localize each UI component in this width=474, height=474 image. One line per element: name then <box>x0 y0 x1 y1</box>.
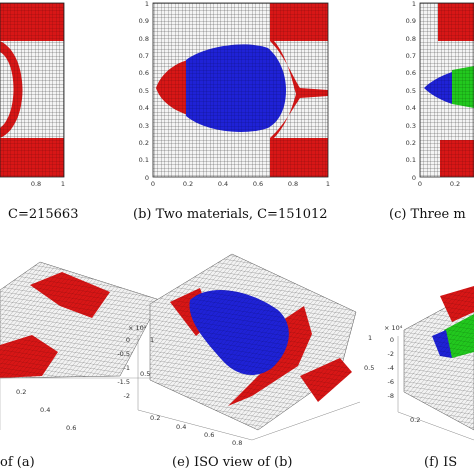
panel-d-tick: 0.2 <box>16 388 26 396</box>
panel-d-red-wing-top <box>30 272 110 318</box>
panel-b-ytick: 0.2 <box>139 139 149 147</box>
panel-f-blue-cap <box>432 330 452 358</box>
panel-c-xtick: 0 <box>418 180 422 188</box>
panel-b-xtick: 0.8 <box>288 180 298 188</box>
panel-b-xtick: 0.4 <box>218 180 228 188</box>
panel-e-xtick: 0.6 <box>204 431 214 439</box>
panel-e-xtick: 0.4 <box>176 423 186 431</box>
panel-b-blue-body <box>186 44 286 132</box>
panel-f-ztick: -2 <box>388 350 394 358</box>
caption-d: of (a) <box>0 455 35 470</box>
panel-c-ytick: 0.2 <box>406 139 416 147</box>
panel-e-xtick: 0.2 <box>150 414 160 422</box>
panel-b-ytick: 0.7 <box>139 52 149 60</box>
panel-b-ytick: 0.3 <box>139 122 149 130</box>
panel-f-plot: × 10⁴ 0 -2 -4 -6 -8 0.2 <box>384 286 474 441</box>
panel-c-top-red-band <box>438 3 474 41</box>
panel-b-yticks: 1 0.9 0.8 0.7 0.6 0.5 0.4 0.3 0.2 0.1 0 <box>139 0 149 182</box>
panel-c-ytick: 0.3 <box>406 122 416 130</box>
panel-c-green-body <box>452 66 474 108</box>
panel-b-top-right-red <box>270 3 328 41</box>
panel-b-xtick: 1 <box>326 180 330 188</box>
panel-a-arc <box>0 41 23 138</box>
panel-d-tick: 0.6 <box>66 424 76 432</box>
panel-d-tick: 0.5 <box>140 370 150 378</box>
panel-a-xticks: 0.8 1 <box>31 180 65 188</box>
panel-e-blue-body <box>189 289 289 375</box>
panel-b-ytick: 0.8 <box>139 35 149 43</box>
panel-a-plot <box>0 2 65 178</box>
panel-c-yticks: 1 0.9 0.8 0.7 0.6 0.5 0.4 0.3 0.2 0.1 0 <box>406 0 416 182</box>
panel-f-multiplier: × 10⁴ <box>384 324 403 332</box>
panel-b-ytick: 0.6 <box>139 69 149 77</box>
panel-c-ytick: 0.5 <box>406 87 416 95</box>
caption-a: C=215663 <box>8 207 79 222</box>
panel-b-plot <box>152 2 329 178</box>
panel-e-ztick: -2 <box>124 392 130 400</box>
panel-b-ytick: 0.5 <box>139 87 149 95</box>
panel-e-xticks: 0.2 0.4 0.6 0.8 <box>150 414 242 447</box>
panel-d-red-wing-bottom <box>0 335 58 378</box>
panel-e-xtick: 0.8 <box>232 439 242 447</box>
panel-c-ytick: 0 <box>412 174 416 182</box>
panel-e-ztick: 0 <box>126 336 130 344</box>
panel-c-xticks: 0 0.2 <box>418 180 460 188</box>
panel-e-zticks: 0 -0.5 -1 -1.5 -2 <box>117 336 130 400</box>
panel-a-bottom-red-band <box>0 138 64 177</box>
panel-e-ztick: -1.5 <box>117 378 130 386</box>
panel-f-ztick: -6 <box>388 378 394 386</box>
panel-d-ticks: 1 0.5 0.2 0.4 0.6 <box>16 336 154 432</box>
panel-f-green-body <box>444 314 474 358</box>
panel-b-ytick: 0.9 <box>139 17 149 25</box>
panel-e-plot: × 10⁵ 0 -0.5 -1 -1.5 -2 0.2 0.4 0.6 0.8 … <box>117 253 374 447</box>
panel-e-ytick: 0.5 <box>364 364 374 372</box>
panel-f-xtick: 0.2 <box>410 416 420 424</box>
panel-c-ytick: 0.6 <box>406 69 416 77</box>
panel-e-red-corner <box>300 358 352 402</box>
panel-a-xtick: 0.8 <box>31 180 41 188</box>
panel-c-ytick: 0.7 <box>406 52 416 60</box>
panel-d-tick: 0.4 <box>40 406 50 414</box>
panel-c-blue-cap <box>424 72 452 104</box>
panel-f-ztick: -4 <box>388 364 394 372</box>
panel-c-ytick: 1 <box>412 0 416 8</box>
panel-f-ztick: -8 <box>388 392 394 400</box>
panel-c-bottom-red-band <box>440 140 474 177</box>
panel-a-xtick: 1 <box>61 180 65 188</box>
panel-c-ytick: 0.8 <box>406 35 416 43</box>
panel-b-bottom-right-red <box>270 138 328 177</box>
panel-b-xticks: 0 0.2 0.4 0.6 0.8 1 <box>151 180 330 188</box>
panel-b-left-red-cap <box>156 60 188 115</box>
panel-e-multiplier: × 10⁵ <box>128 324 147 332</box>
panel-d-plot <box>0 261 161 430</box>
panel-e-yticks: 1 0.5 <box>364 334 374 372</box>
panel-c-ytick: 0.1 <box>406 156 416 164</box>
panel-e-red-strut <box>228 306 312 406</box>
panel-b-ytick: 0 <box>145 174 149 182</box>
panel-c-ytick: 0.4 <box>406 104 416 112</box>
panel-b-right-strut <box>270 41 328 138</box>
panel-d-tick: 1 <box>150 336 154 344</box>
panel-f-zticks: 0 -2 -4 -6 -8 <box>388 336 394 400</box>
caption-f: (f) IS <box>424 455 458 470</box>
panel-b-ytick: 0.4 <box>139 104 149 112</box>
caption-e: (e) ISO view of (b) <box>172 455 293 470</box>
panel-b-xtick: 0.2 <box>183 180 193 188</box>
caption-c: (c) Three m <box>389 207 466 222</box>
caption-b: (b) Two materials, C=151012 <box>133 207 328 222</box>
panel-c-ytick: 0.9 <box>406 17 416 25</box>
panel-b-ytick: 1 <box>145 0 149 8</box>
panel-c-plot <box>419 2 474 178</box>
panel-b-xtick: 0.6 <box>253 180 263 188</box>
panel-a-top-red-band <box>0 3 64 41</box>
panel-e-ztick: -0.5 <box>117 350 130 358</box>
panel-e-ytick: 1 <box>368 334 372 342</box>
panel-f-red-band <box>440 286 474 322</box>
panel-f-ztick: 0 <box>390 336 394 344</box>
panel-b-xtick: 0 <box>151 180 155 188</box>
panel-c-xtick: 0.2 <box>450 180 460 188</box>
panel-e-ztick: -1 <box>124 364 130 372</box>
panel-b-ytick: 0.1 <box>139 156 149 164</box>
